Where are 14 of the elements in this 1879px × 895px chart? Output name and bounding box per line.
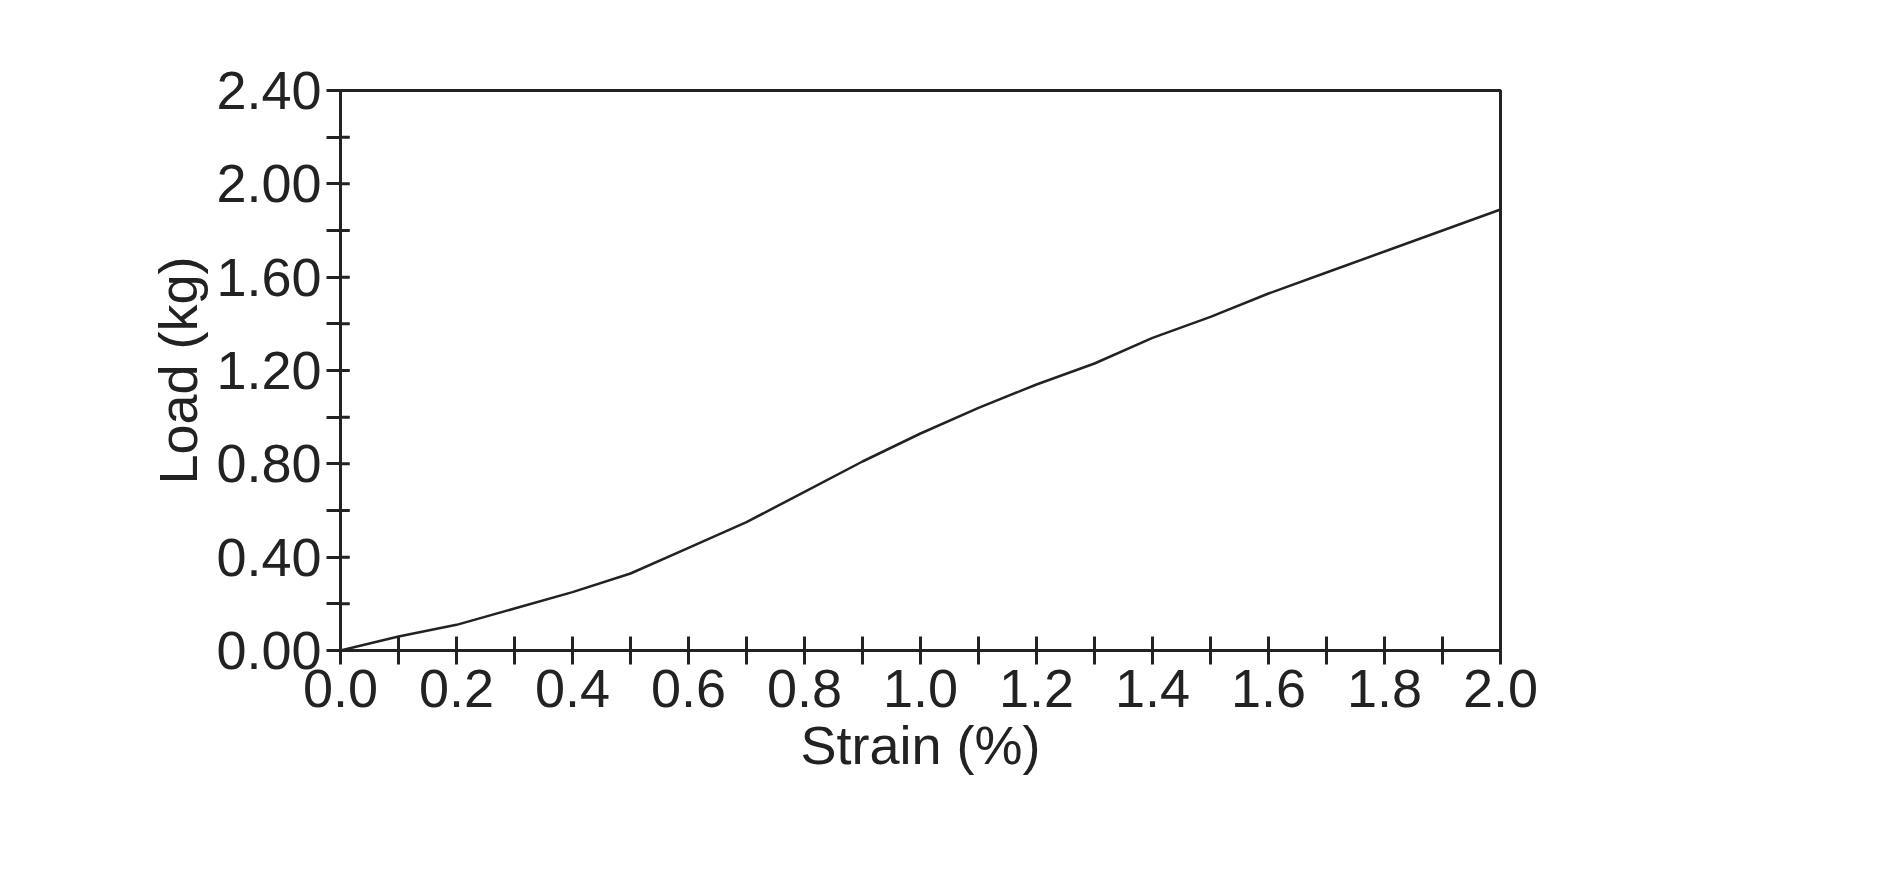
y-tick-label: 1.60 bbox=[216, 246, 322, 307]
y-tick-label: 2.00 bbox=[216, 153, 322, 214]
x-tick-label: 1.6 bbox=[1230, 657, 1307, 718]
x-tick-label: 0.4 bbox=[534, 657, 611, 718]
x-tick-label: 0.6 bbox=[650, 657, 727, 718]
y-tick-label: 0.80 bbox=[216, 433, 322, 494]
y-axis-title: Load (kg) bbox=[148, 256, 209, 485]
x-tick-label: 1.4 bbox=[1114, 657, 1191, 718]
x-tick-label: 0.2 bbox=[418, 657, 495, 718]
y-tick-label: 0.40 bbox=[216, 526, 322, 587]
x-tick-label: 2.0 bbox=[1462, 657, 1539, 718]
x-tick-label: 1.8 bbox=[1346, 657, 1423, 718]
y-tick-label: 1.20 bbox=[216, 340, 322, 400]
y-tick-label: 2.40 bbox=[216, 60, 322, 120]
